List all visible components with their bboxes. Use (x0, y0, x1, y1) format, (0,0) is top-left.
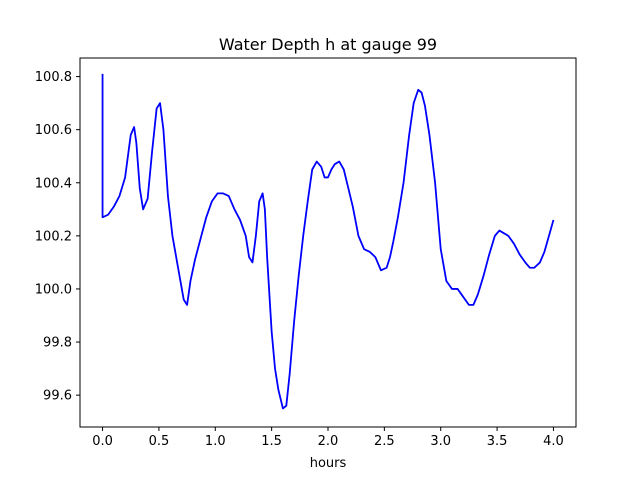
y-axis: 99.6 99.8 100.0 100.2 100.4 100.6 100.8 (35, 70, 80, 404)
x-tick-label: 0.5 (149, 434, 170, 449)
x-tick-label: 4.0 (543, 434, 564, 449)
x-axis-label: hours (310, 456, 347, 471)
x-tick-label: 2.0 (318, 434, 339, 449)
y-tick-label: 99.8 (43, 336, 72, 351)
y-tick-label: 100.2 (35, 229, 72, 244)
x-tick-label: 1.5 (261, 434, 282, 449)
plot-area (101, 73, 555, 410)
y-tick-label: 100.6 (35, 123, 72, 138)
x-axis: 0.0 0.5 1.0 1.5 2.0 2.5 3.0 3.5 4.0 (92, 427, 564, 449)
chart-title: Water Depth h at gauge 99 (219, 35, 437, 54)
y-tick-label: 100.8 (35, 70, 72, 85)
x-tick-label: 0.0 (92, 434, 113, 449)
x-tick-label: 3.0 (430, 434, 451, 449)
y-tick-label: 100.4 (35, 176, 72, 191)
y-tick-label: 99.6 (43, 389, 72, 404)
series-line-0 (101, 73, 555, 410)
x-tick-label: 2.5 (374, 434, 395, 449)
axes-frame (79, 57, 577, 428)
x-tick-label: 1.0 (205, 434, 226, 449)
x-tick-label: 3.5 (487, 434, 508, 449)
y-tick-label: 100.0 (35, 282, 72, 297)
